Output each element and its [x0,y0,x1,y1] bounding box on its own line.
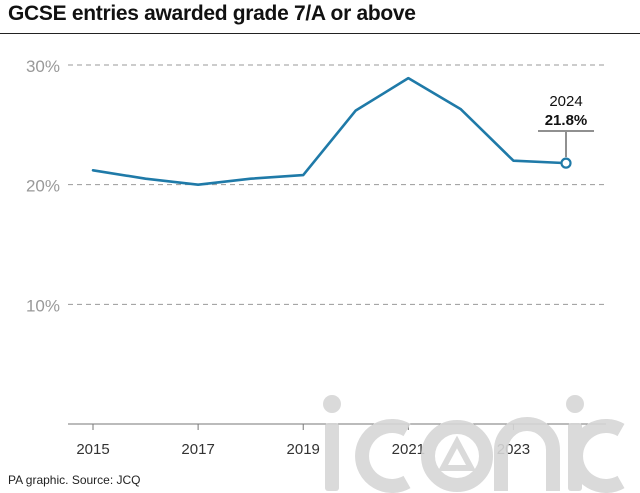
annotation-value: 21.8% [545,112,588,129]
data-point-marker [560,157,572,169]
source-note: PA graphic. Source: JCQ [8,473,141,487]
chart-title: GCSE entries awarded grade 7/A or above [8,2,416,25]
iconic-watermark [323,395,625,493]
x-tick-label: 2019 [287,441,320,458]
grid-layer [68,64,606,305]
title-divider [0,33,640,34]
line-layer [91,76,568,186]
y-tick-label: 30% [26,57,60,76]
y-tick-label: 20% [26,177,60,196]
annotation-layer: 2024 21.8% [538,93,594,169]
y-tick-label: 10% [26,296,60,315]
x-tick-label: 2021 [392,441,425,458]
annotation-year: 2024 [549,93,582,110]
x-tick-label: 2015 [76,441,109,458]
x-tick-label: 2017 [181,441,214,458]
series-line [91,76,568,186]
